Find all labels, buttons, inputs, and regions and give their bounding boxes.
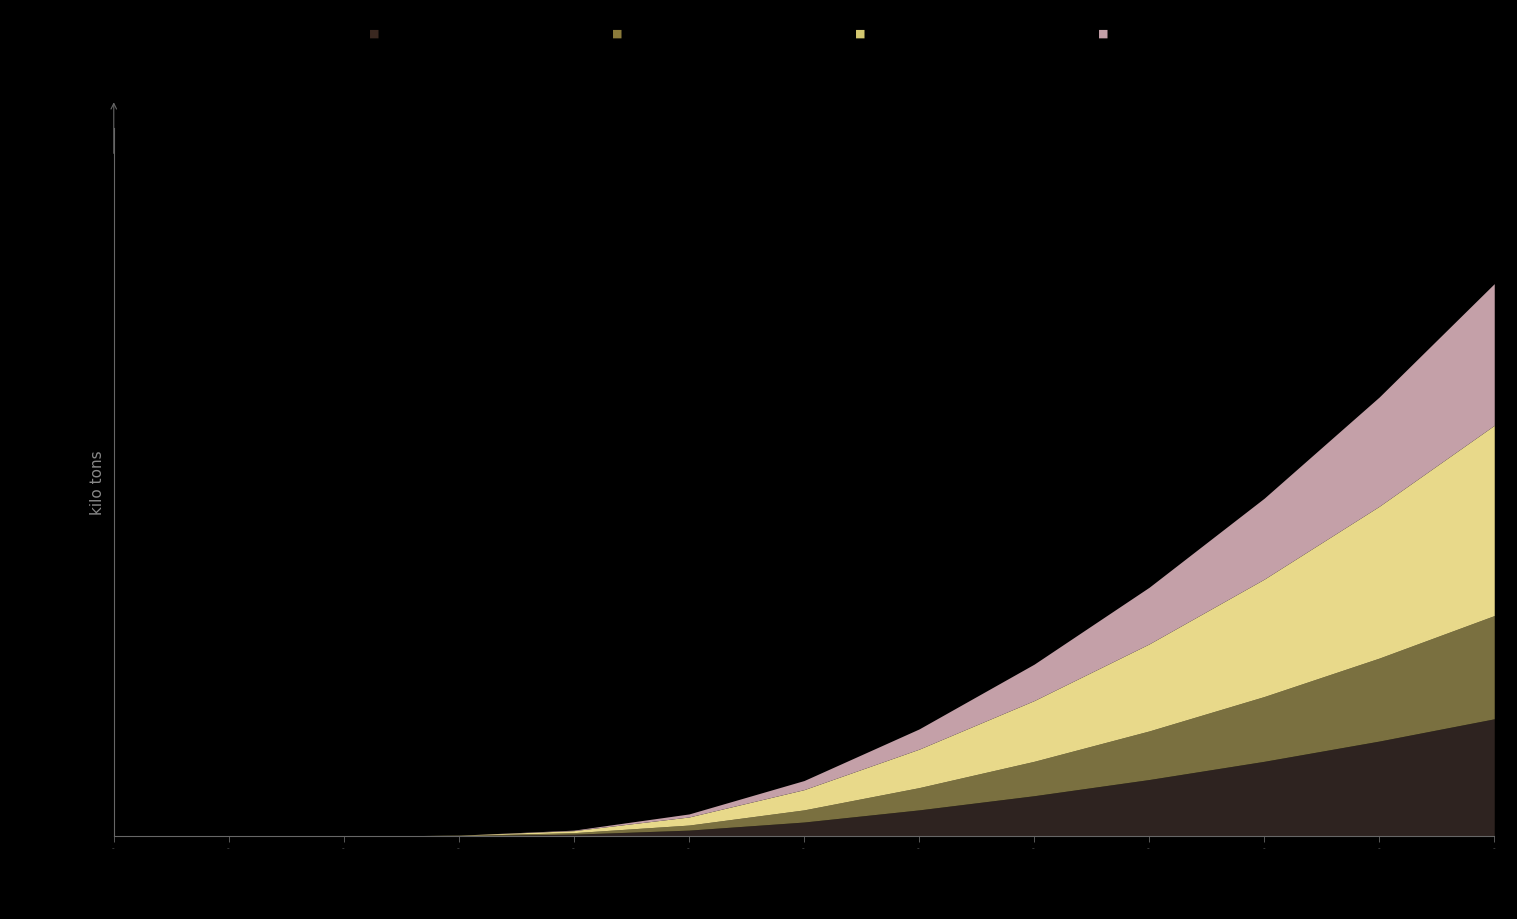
- Text: ■: ■: [613, 29, 622, 39]
- Y-axis label: kilo tons: kilo tons: [91, 450, 106, 515]
- Text: Capacity: Capacity: [391, 28, 446, 40]
- Text: ■: ■: [1098, 29, 1107, 39]
- Text: Forecast: Forecast: [1120, 28, 1173, 40]
- Text: ■: ■: [370, 29, 379, 39]
- Text: ■: ■: [856, 29, 865, 39]
- Text: Demand: Demand: [877, 28, 930, 40]
- Text: Production: Production: [634, 28, 701, 40]
